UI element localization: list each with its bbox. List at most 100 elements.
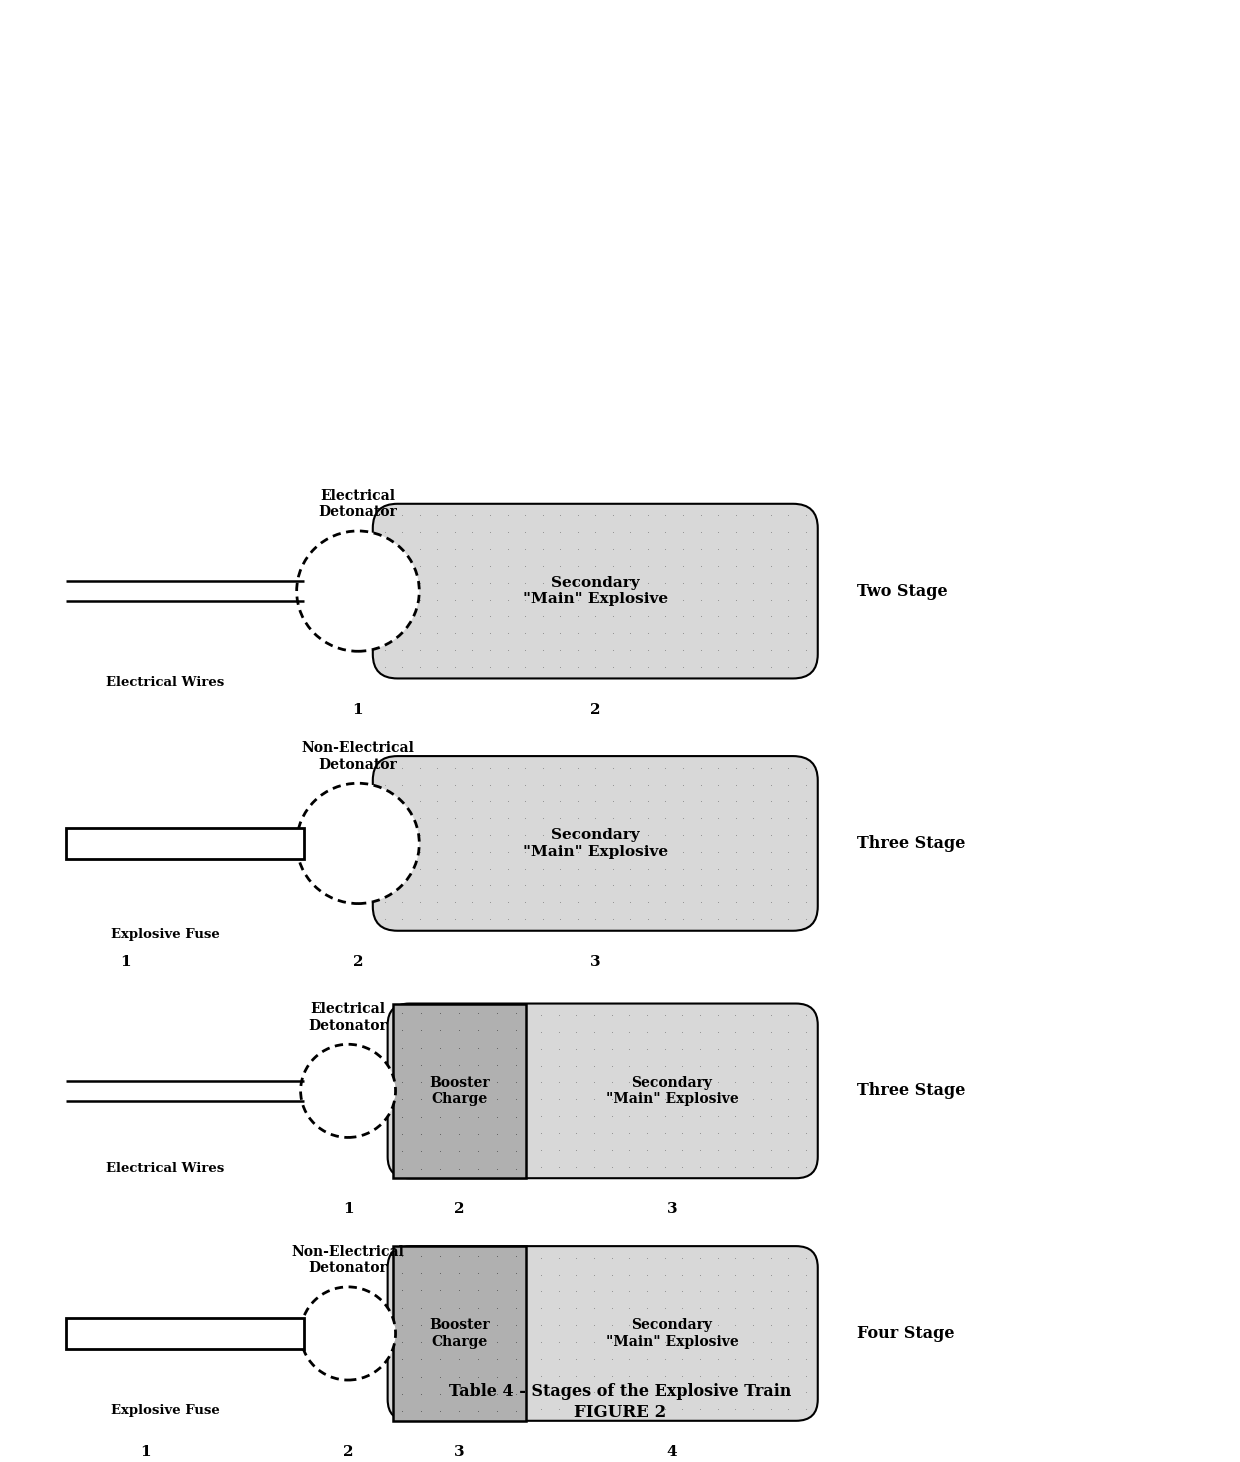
Point — [761, 639, 781, 662]
Point — [460, 1104, 480, 1127]
Point — [506, 1123, 526, 1146]
Point — [449, 1313, 469, 1336]
Point — [389, 1155, 409, 1178]
Point — [443, 1347, 463, 1370]
Point — [412, 1001, 432, 1025]
Point — [477, 1121, 497, 1145]
Point — [796, 1104, 816, 1127]
Point — [743, 1054, 763, 1077]
Point — [515, 504, 534, 528]
Point — [585, 890, 605, 914]
Point — [430, 1156, 450, 1180]
Point — [584, 1330, 604, 1354]
Point — [637, 1088, 657, 1111]
Point — [708, 504, 728, 528]
Point — [796, 621, 816, 645]
Point — [389, 1037, 409, 1060]
Point — [725, 841, 745, 864]
Point — [389, 1070, 409, 1094]
Point — [689, 1246, 709, 1269]
Point — [497, 874, 517, 898]
Point — [389, 1380, 409, 1404]
Point — [584, 1313, 604, 1336]
Point — [655, 1398, 675, 1421]
Point — [637, 1037, 657, 1060]
Point — [796, 857, 816, 880]
Point — [656, 823, 676, 846]
Point — [412, 1105, 432, 1129]
Point — [568, 655, 588, 678]
Point — [506, 1399, 526, 1423]
Point — [743, 1313, 763, 1336]
Point — [407, 1104, 427, 1127]
Point — [708, 1054, 728, 1077]
Point — [533, 874, 553, 898]
Point — [725, 1155, 745, 1178]
Point — [796, 1003, 816, 1026]
Point — [425, 1137, 445, 1161]
Point — [374, 520, 394, 544]
Point — [656, 857, 676, 880]
Point — [603, 823, 622, 846]
Point — [393, 1037, 413, 1060]
Point — [725, 520, 745, 544]
Point — [412, 1348, 432, 1371]
Point — [460, 1246, 480, 1269]
Point — [389, 1104, 409, 1127]
Point — [761, 588, 781, 611]
Point — [412, 1123, 432, 1146]
Point — [584, 1279, 604, 1303]
Point — [708, 823, 728, 846]
Point — [603, 841, 622, 864]
Point — [585, 588, 605, 611]
Point — [412, 1053, 432, 1076]
Text: Four Stage: Four Stage — [857, 1325, 955, 1342]
Point — [551, 756, 570, 779]
Point — [656, 655, 676, 678]
Point — [779, 807, 799, 830]
Point — [725, 504, 745, 528]
Point — [760, 1263, 780, 1287]
Point — [619, 1297, 639, 1320]
Point — [389, 1020, 409, 1044]
Point — [743, 1088, 763, 1111]
Point — [761, 908, 781, 931]
Point — [463, 588, 482, 611]
Point — [548, 1380, 568, 1404]
Point — [487, 1156, 507, 1180]
Point — [620, 823, 640, 846]
Point — [689, 1347, 709, 1370]
Point — [463, 655, 482, 678]
Point — [469, 1105, 489, 1129]
Point — [374, 823, 394, 846]
Point — [506, 1019, 526, 1042]
Point — [443, 1398, 463, 1421]
Point — [568, 621, 588, 645]
Point — [655, 1070, 675, 1094]
Point — [655, 1380, 675, 1404]
Point — [412, 1156, 432, 1180]
Point — [548, 1054, 568, 1077]
Point — [497, 605, 517, 629]
Point — [392, 841, 412, 864]
Point — [449, 1295, 469, 1319]
Point — [487, 1001, 507, 1025]
Point — [480, 789, 500, 813]
Point — [779, 1020, 799, 1044]
Point — [779, 639, 799, 662]
Point — [779, 890, 799, 914]
Point — [639, 890, 658, 914]
Point — [410, 807, 430, 830]
Point — [779, 588, 799, 611]
Point — [533, 756, 553, 779]
Point — [760, 1297, 780, 1320]
Point — [779, 1330, 799, 1354]
Point — [796, 639, 816, 662]
Point — [761, 621, 781, 645]
Bar — [393, 1003, 526, 1178]
Point — [672, 1398, 692, 1421]
Point — [428, 789, 448, 813]
Point — [513, 1347, 533, 1370]
Point — [480, 874, 500, 898]
Point — [513, 1020, 533, 1044]
